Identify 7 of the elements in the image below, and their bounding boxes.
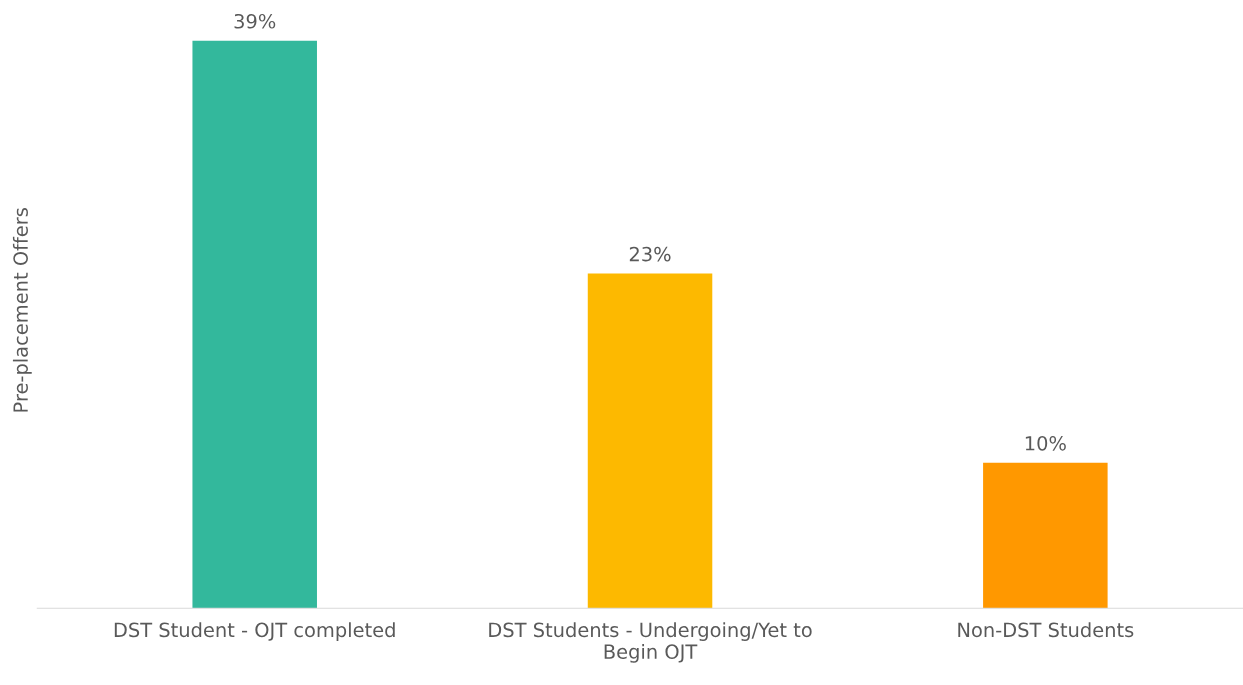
x-tick-label: DST Student - OJT completed — [114, 622, 395, 641]
data-label: 10% — [1025, 435, 1066, 451]
y-axis-title: Pre-placement Offers — [12, 208, 32, 412]
data-label: 39% — [234, 13, 276, 29]
x-tick-label: DST Students - Undergoing/Yet to Begin OJT — [489, 622, 812, 663]
x-tick-label: Non-DST Students — [958, 622, 1134, 638]
data-label: 23% — [629, 246, 671, 262]
